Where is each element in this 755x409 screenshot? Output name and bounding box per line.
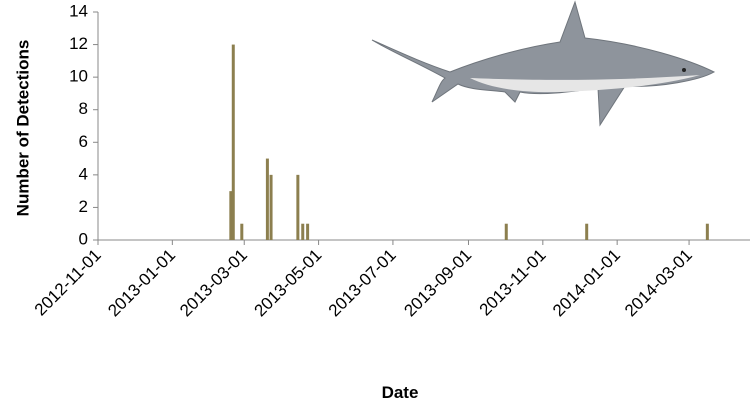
y-tick-label: 4 [79,164,88,183]
x-tick-label: 2013-07-01 [325,245,400,320]
x-tick-label: 2014-03-01 [621,245,696,320]
y-tick-label: 2 [79,197,88,216]
x-tick-label: 2014-01-01 [549,245,624,320]
x-tick-label: 2013-11-01 [476,245,550,319]
y-tick-label: 10 [69,67,88,86]
bar [270,175,273,240]
x-axis-title: Date [382,383,419,402]
x-tick-label: 2012-11-01 [31,245,105,319]
y-tick-label: 0 [79,229,88,248]
y-tick-label: 6 [79,132,88,151]
bar [296,175,299,240]
bar [585,224,588,240]
x-tick-label: 2013-09-01 [400,245,475,320]
bar [240,224,243,240]
x-tick-label: 2013-01-01 [104,245,179,320]
x-tick-label: 2013-05-01 [250,245,325,320]
bar [306,224,309,240]
page: {"chart_data": {"type": "bar", "x_label"… [0,0,755,409]
y-axis-title: Number of Detections [13,40,32,217]
bar [232,45,235,240]
shark-illustration [372,2,714,125]
bar [505,224,508,240]
bar [301,224,304,240]
y-tick-label: 14 [69,1,88,20]
bar [706,224,709,240]
y-tick-label: 12 [69,34,88,53]
chart: Date Number of Detections 0 2 4 6 8 10 12 14 201… [0,0,755,409]
y-tick-label: 8 [79,99,88,118]
x-tick-label: 2013-03-01 [176,245,251,320]
bar [266,159,269,240]
